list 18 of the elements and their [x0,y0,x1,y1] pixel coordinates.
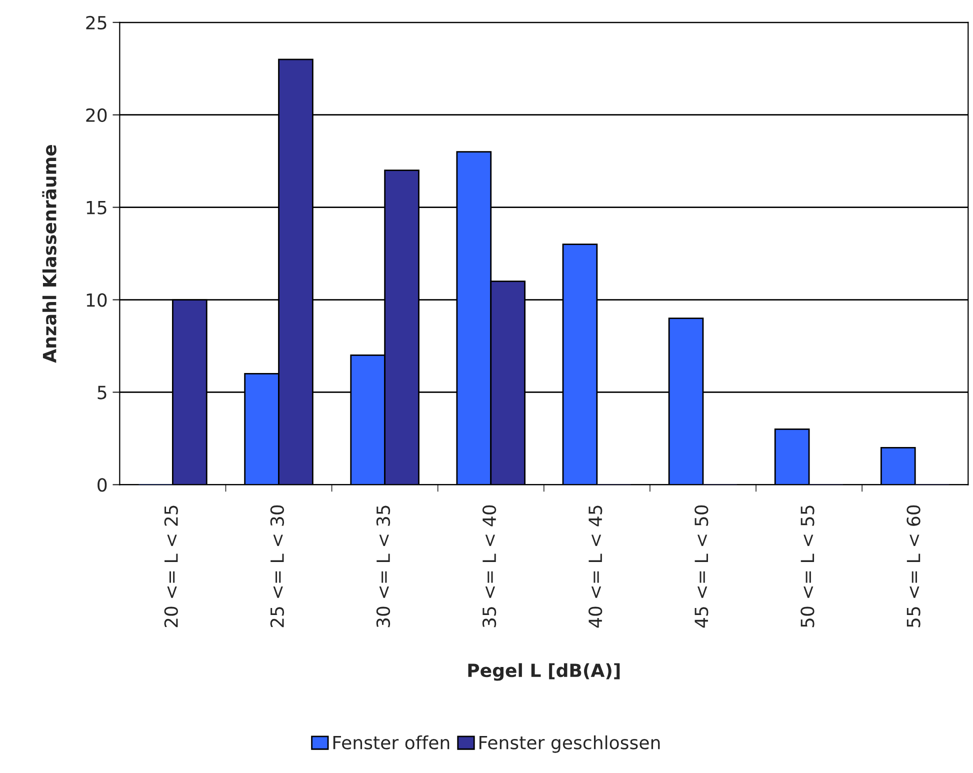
y-tick-label: 25 [86,16,106,30]
y-axis-title: Anzahl Klassenräume [42,145,56,363]
x-tick-label: 20 <= L < 25 [164,506,178,628]
x-tick-label: 50 <= L < 55 [800,506,814,628]
x-tick-label: 40 <= L < 45 [588,506,602,628]
legend-label: Fenster geschlossen [480,735,660,753]
x-tick-label: 55 <= L < 60 [906,505,920,628]
y-tick-label: 20 [86,108,107,122]
x-tick-label: 45 <= L < 50 [694,505,708,628]
y-tick-label: 10 [86,293,107,307]
legend-label: Fenster offen [333,735,450,750]
y-tick-label: 15 [86,201,106,214]
x-axis-title: Pegel L [dB(A)] [468,663,620,681]
y-tick-label: 0 [98,478,107,492]
x-tick-label: 25 <= L < 30 [270,505,284,628]
x-tick-label: 30 <= L < 35 [376,506,390,628]
x-tick-label: 35 <= L < 40 [482,505,496,628]
y-tick-label: 5 [98,386,106,400]
